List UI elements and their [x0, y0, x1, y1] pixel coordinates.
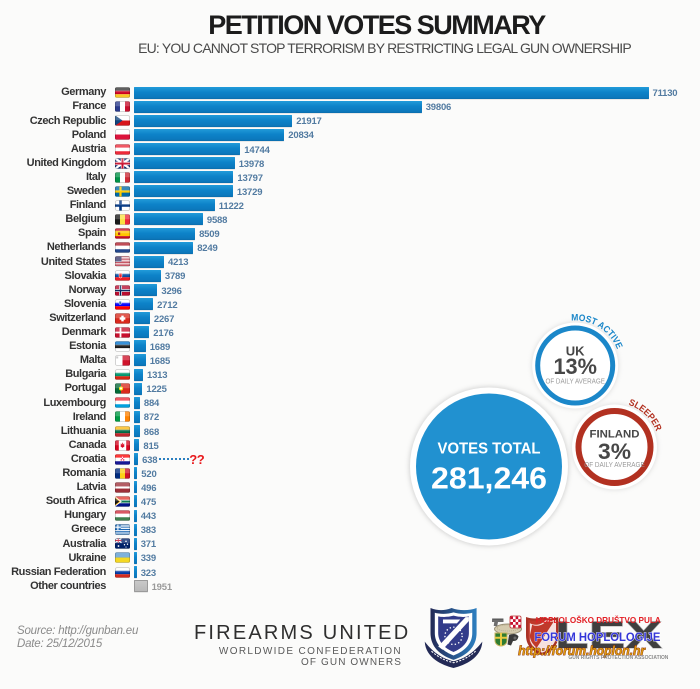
svg-text:VOTES TOTAL: VOTES TOTAL [438, 441, 541, 458]
svg-text:3%: 3% [598, 439, 631, 464]
svg-text:OF DAILY AVERAGE: OF DAILY AVERAGE [584, 460, 645, 469]
svg-text:FORUM HOPLOLOGIJE: FORUM HOPLOLOGIJE [534, 632, 660, 644]
svg-text:FINLAND: FINLAND [590, 428, 640, 440]
svg-text:13%: 13% [553, 354, 597, 379]
svg-text:281,246: 281,246 [431, 460, 547, 495]
svg-text:UK: UK [566, 344, 585, 359]
svg-text:http://forum.hoplon.hr: http://forum.hoplon.hr [518, 643, 646, 658]
svg-text:LEX: LEX [555, 615, 663, 657]
svg-text:OF DAILY AVERAGE: OF DAILY AVERAGE [545, 376, 605, 385]
svg-text:HOPLOLOŠKO DRUŠTVO PULA: HOPLOLOŠKO DRUŠTVO PULA [536, 614, 661, 625]
svg-text:GUN RIGHTS PROTECTION ASSOCIAT: GUN RIGHTS PROTECTION ASSOCIATION [568, 655, 668, 661]
